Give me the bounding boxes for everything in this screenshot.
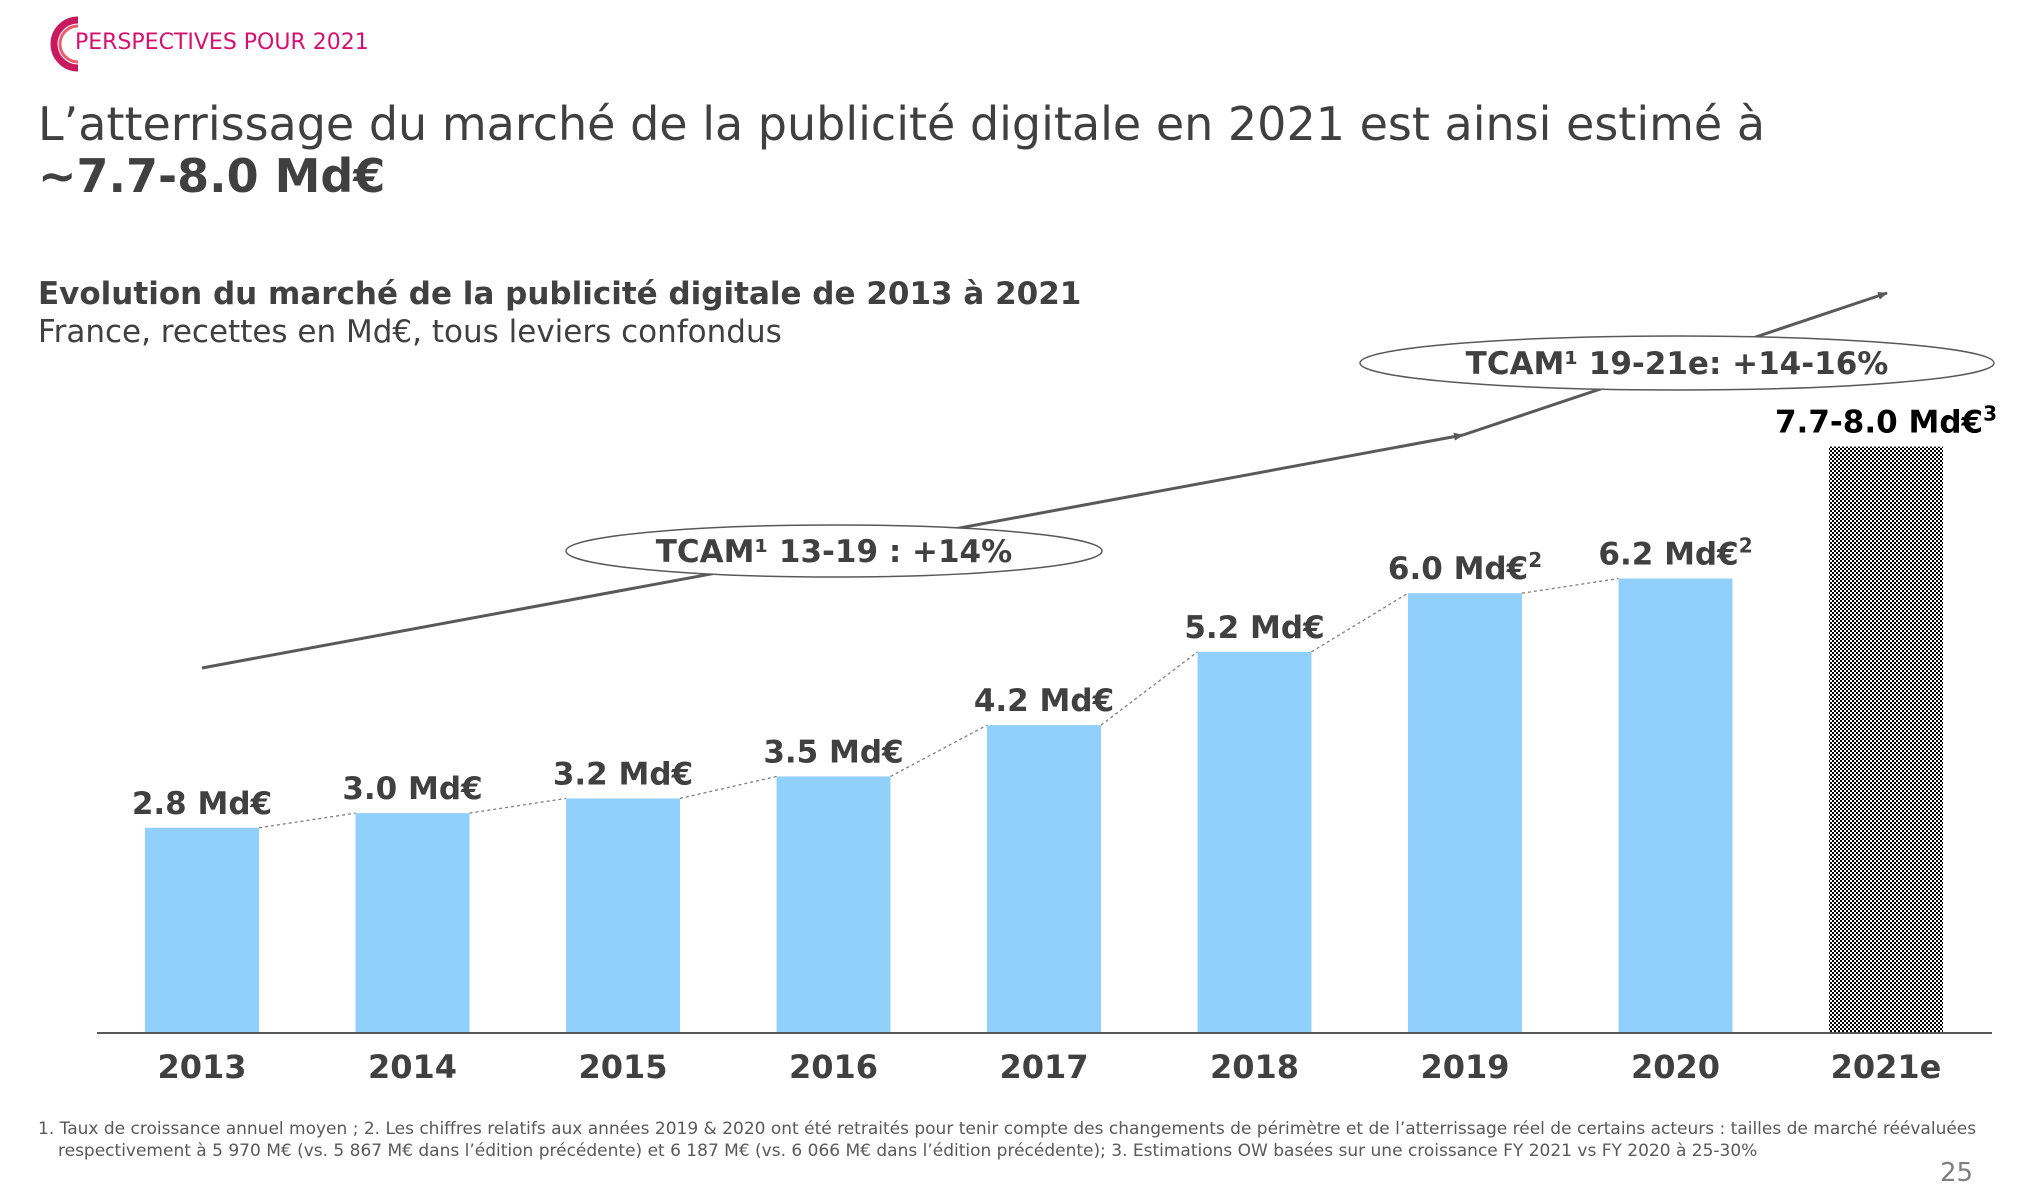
annotation-ellipse	[565, 524, 1103, 578]
bar-2015	[566, 798, 680, 1033]
footnote-line2: respectivement à 5 970 M€ (vs. 5 867 M€ …	[58, 1141, 1758, 1161]
bar-2013	[145, 827, 259, 1033]
connector-line	[1521, 577, 1619, 594]
x-tick-label: 2013	[157, 1048, 246, 1086]
data-label: 6.2 Md€2	[1598, 534, 1752, 573]
x-tick-label: 2017	[999, 1048, 1088, 1086]
x-tick-label: 2019	[1420, 1048, 1509, 1086]
x-tick-label: 2018	[1210, 1048, 1299, 1086]
connector-line	[679, 775, 777, 800]
page-number: 25	[1940, 1158, 1974, 1188]
x-tick-label: 2021e	[1831, 1048, 1942, 1086]
data-label: 3.0 Md€	[342, 771, 482, 807]
bar-2019	[1408, 593, 1522, 1033]
page-title: L’atterrissage du marché de la publicité…	[38, 98, 1765, 202]
connector-line	[258, 812, 356, 829]
bar-2016	[776, 776, 891, 1033]
annotation-ellipse	[1359, 335, 1995, 391]
x-tick-label: 2020	[1631, 1048, 1720, 1086]
bar-2021e	[1829, 446, 1943, 1034]
cagr-annotation: TCAM¹ 13-19 : +14%	[656, 534, 1012, 570]
cagr-annotation: TCAM¹ 19-21e: +14-16%	[1466, 346, 1889, 382]
bar-2017	[987, 725, 1101, 1033]
data-label: 5.2 Md€	[1184, 610, 1324, 646]
connector-line	[1311, 592, 1409, 653]
bar-2014	[355, 813, 470, 1033]
title-line1: L’atterrissage du marché de la publicité…	[38, 97, 1766, 151]
data-label: 7.7-8.0 Md€3	[1775, 402, 1997, 441]
title-line2: ~7.7-8.0 Md€	[38, 149, 386, 203]
connector-line	[469, 797, 567, 814]
footnote-line1: 1. Taux de croissance annuel moyen ; 2. …	[38, 1119, 1977, 1139]
connector-line	[1100, 651, 1198, 726]
bar-2018	[1197, 651, 1312, 1033]
section-label: PERSPECTIVES POUR 2021	[75, 30, 369, 55]
x-tick-label: 2016	[789, 1048, 878, 1086]
x-tick-label: 2015	[578, 1048, 667, 1086]
brand-logo	[50, 16, 79, 72]
chart-subtitle: France, recettes en Md€, tous leviers co…	[38, 314, 782, 350]
data-label: 4.2 Md€	[974, 683, 1114, 719]
data-label: 2.8 Md€	[132, 786, 272, 822]
data-label: 3.2 Md€	[553, 756, 693, 792]
footnotes: 1. Taux de croissance annuel moyen ; 2. …	[38, 1118, 1998, 1162]
footnote-ref: 2	[1528, 548, 1542, 572]
footnote-ref: 2	[1739, 534, 1753, 558]
connector-line	[890, 724, 988, 778]
footnote-ref: 3	[1983, 402, 1997, 426]
data-label: 3.5 Md€	[763, 734, 903, 770]
data-label: 6.0 Md€2	[1388, 548, 1542, 587]
chart-title: Evolution du marché de la publicité digi…	[38, 276, 1082, 312]
bar-2020	[1618, 578, 1733, 1033]
x-tick-label: 2014	[368, 1048, 457, 1086]
